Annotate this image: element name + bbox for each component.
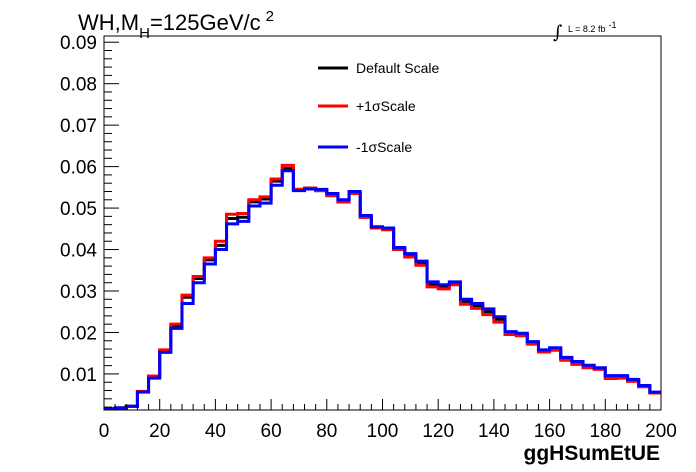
lumi-label: L = 8.2 fb -1 (568, 20, 616, 34)
lumi-text: L = 8.2 fb (568, 24, 605, 34)
x-tick-label: 200 (645, 421, 677, 442)
y-tick-label: 0.07 (60, 116, 97, 137)
y-tick-label: 0.02 (60, 323, 97, 344)
legend-label-0: Default Scale (356, 60, 439, 76)
y-tick-label: 0.06 (60, 158, 97, 179)
x-tick-label: 100 (367, 421, 399, 442)
x-tick-label: 60 (261, 421, 282, 442)
legend-label-2: -1σScale (356, 139, 412, 155)
y-tick-label: 0.01 (60, 365, 97, 386)
x-axis-title: ggHSumEtUE (524, 442, 661, 465)
title-subscript: H (139, 25, 150, 42)
x-tick-label: 180 (589, 421, 621, 442)
lumi-integral-sign: ∫ (553, 22, 563, 43)
x-tick-label: 80 (316, 421, 337, 442)
x-tick-label: 120 (422, 421, 454, 442)
y-tick-label: 0.05 (60, 199, 97, 220)
y-tick-label: 0.04 (60, 241, 97, 262)
title-main: =125GeV/c (150, 10, 261, 35)
title-superscript: 2 (266, 8, 274, 25)
plot-area (104, 163, 661, 411)
series-line-2 (104, 169, 661, 411)
legend-label-1: +1σScale (356, 98, 416, 114)
legend: Default Scale +1σScale -1σScale (318, 60, 439, 155)
lumi-superscript: -1 (608, 20, 616, 30)
x-tick-label: 160 (534, 421, 566, 442)
y-tick-label: 0.08 (60, 75, 97, 96)
title-prefix: WH,M (78, 10, 139, 35)
y-tick-label: 0.03 (60, 282, 97, 303)
chart-title: WH,MH=125GeV/c 2 (78, 8, 274, 42)
x-tick-label: 40 (205, 421, 226, 442)
axes: 0 20 40 60 80 100 120 140 160 180 200 0.01 0.02 0.03 0… (60, 33, 677, 442)
x-tick-label: 140 (478, 421, 510, 442)
y-tick-label: 0.09 (60, 33, 97, 54)
x-tick-label: 20 (149, 421, 170, 442)
x-tick-label: 0 (99, 421, 110, 442)
